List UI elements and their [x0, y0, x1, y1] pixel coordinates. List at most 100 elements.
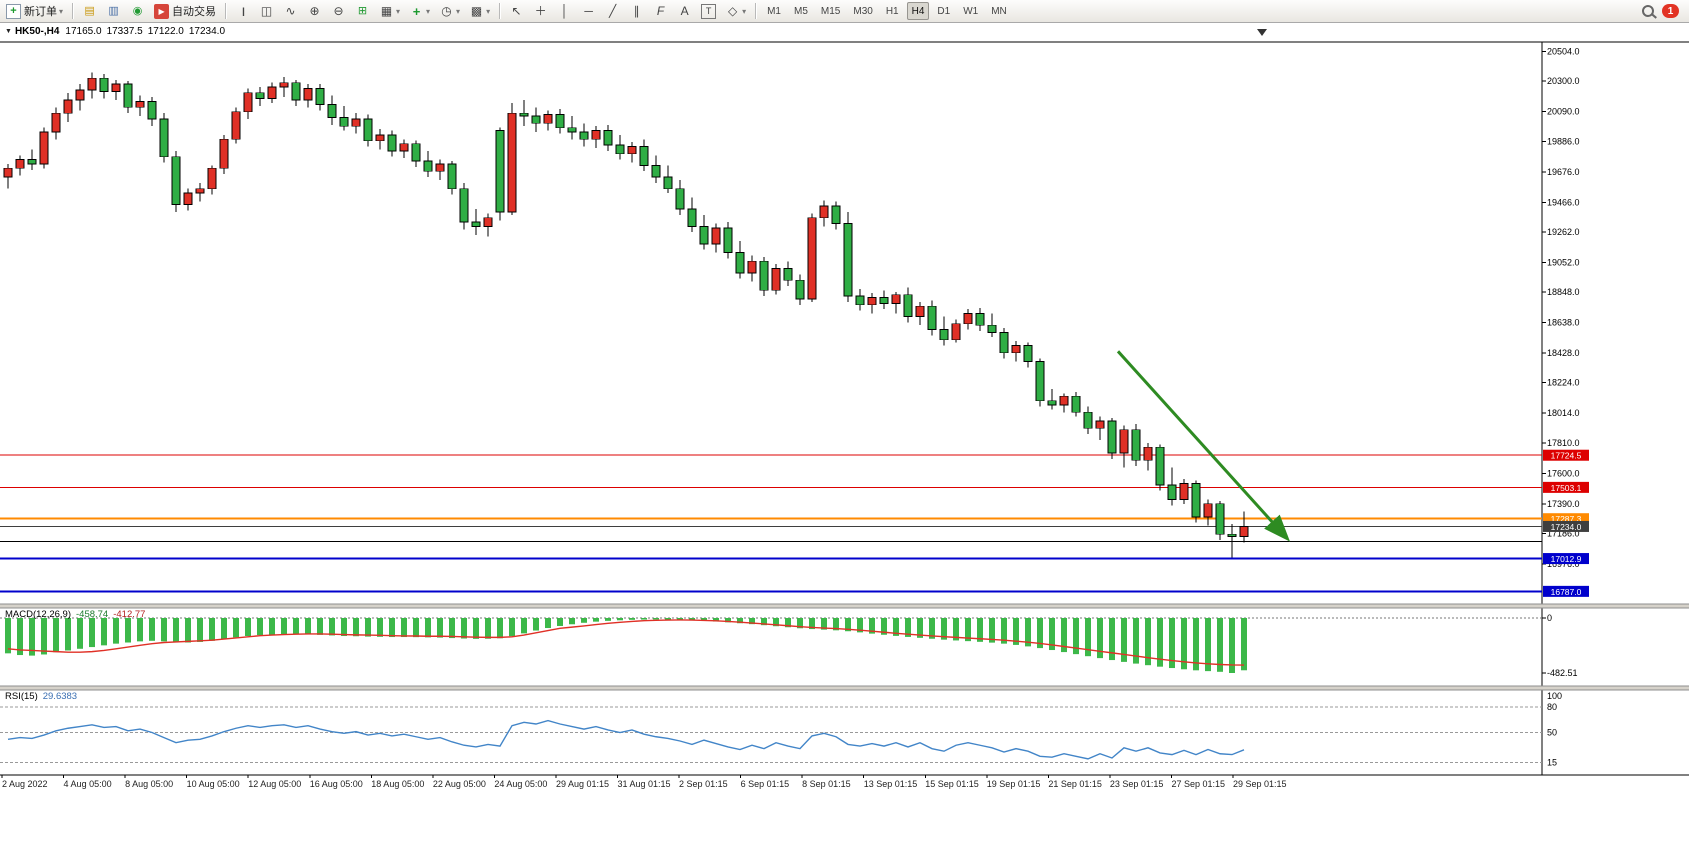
- macd-histogram-bar: [737, 618, 743, 624]
- time-axis-label: 18 Aug 05:00: [371, 779, 424, 789]
- time-axis-label: 19 Sep 01:15: [987, 779, 1041, 789]
- price-badge: [1543, 449, 1589, 461]
- macd-histogram-bar: [869, 618, 875, 634]
- market-watch-button[interactable]: ▤: [78, 1, 101, 21]
- tile-windows-button[interactable]: ⊞: [351, 1, 374, 21]
- price-badge-label: 16787.0: [1551, 587, 1582, 597]
- candle-body: [495, 130, 505, 213]
- bar-chart-button[interactable]: |||: [231, 1, 254, 21]
- candle-body: [27, 159, 37, 165]
- candle-body: [675, 188, 685, 210]
- indicator-list-button[interactable]: ◉: [126, 1, 149, 21]
- trend-arrow[interactable]: [1116, 350, 1291, 542]
- macd-histogram-bar: [329, 618, 335, 636]
- new-order-button[interactable]: + 新订单 ▾: [2, 1, 67, 21]
- cascade-windows-button[interactable]: ▦ ▾: [375, 1, 404, 21]
- macd-histogram-bar: [1181, 618, 1187, 670]
- timeframe-h4[interactable]: H4: [906, 2, 930, 20]
- channel-button[interactable]: ∥: [625, 1, 648, 21]
- price-badge: [1543, 513, 1589, 525]
- macd-histogram-bar: [1085, 618, 1091, 657]
- candle-body: [363, 118, 373, 142]
- macd-histogram-bar: [269, 618, 275, 635]
- new-order-label: 新订单: [24, 6, 57, 18]
- shapes-button[interactable]: ◇ ▾: [721, 1, 750, 21]
- notification-badge[interactable]: 1: [1662, 4, 1679, 18]
- candle-body: [615, 144, 625, 155]
- candle-body: [99, 77, 109, 92]
- candle-body: [1179, 483, 1189, 500]
- zoom-in-icon: ⊕: [309, 3, 320, 18]
- auto-trading-button[interactable]: ▶ 自动交易: [150, 1, 220, 21]
- zoom-out-button[interactable]: ⊖: [327, 1, 350, 21]
- time-axis-label: 29 Sep 01:15: [1233, 779, 1287, 789]
- text-label-icon: T: [701, 3, 717, 19]
- timeframe-m30[interactable]: M30: [848, 2, 877, 20]
- label-button[interactable]: T: [697, 1, 720, 21]
- periods-button[interactable]: ◷ ▾: [435, 1, 464, 21]
- templates-button[interactable]: ▩ ▾: [465, 1, 494, 21]
- timeframe-mn[interactable]: MN: [986, 2, 1012, 20]
- candle-body: [267, 86, 277, 100]
- candle-body: [1035, 361, 1045, 402]
- candle-body: [867, 297, 877, 306]
- text-button[interactable]: A: [673, 1, 696, 21]
- panel-splitter[interactable]: [0, 604, 1689, 608]
- timeframe-m15[interactable]: M15: [816, 2, 845, 20]
- horizontal-line-button[interactable]: ─: [577, 1, 600, 21]
- macd-histogram-bar: [53, 618, 59, 653]
- timeframe-m5[interactable]: M5: [789, 2, 813, 20]
- macd-histogram-bar: [305, 618, 311, 635]
- chart-shift-marker[interactable]: [1257, 29, 1267, 36]
- candle-body: [747, 260, 757, 274]
- time-axis-label: 12 Aug 05:00: [248, 779, 301, 789]
- macd-histogram-bar: [1193, 618, 1199, 671]
- macd-histogram-bar: [1109, 618, 1115, 661]
- candle-body: [1155, 446, 1165, 486]
- price-badge: [1543, 481, 1589, 493]
- candle-body: [939, 329, 949, 341]
- macd-histogram-bar: [965, 618, 971, 642]
- timeframe-d1[interactable]: D1: [932, 2, 955, 20]
- macd-histogram-bar: [413, 618, 419, 638]
- macd-histogram-bar: [749, 618, 755, 625]
- search-icon[interactable]: [1642, 5, 1654, 17]
- timeframe-h1[interactable]: H1: [881, 2, 904, 20]
- time-axis-label: 4 Aug 05:00: [64, 779, 112, 789]
- macd-histogram-bar: [989, 618, 995, 643]
- data-window-icon: ▥: [108, 4, 119, 17]
- macd-histogram-bar: [689, 618, 695, 621]
- trendline-button[interactable]: ╱: [601, 1, 624, 21]
- macd-histogram-bar: [917, 618, 923, 638]
- data-window-button[interactable]: ▥: [102, 1, 125, 21]
- macd-histogram-bar: [293, 618, 299, 635]
- crosshair-button[interactable]: ＋: [529, 1, 552, 21]
- candle-body: [903, 294, 913, 317]
- candle-body: [519, 112, 529, 117]
- candle-body: [1023, 345, 1033, 362]
- new-chart-button[interactable]: + ▾: [405, 1, 434, 21]
- timeframe-w1[interactable]: W1: [958, 2, 983, 20]
- macd-histogram-bar: [473, 618, 479, 639]
- candle-body: [543, 114, 553, 124]
- macd-histogram-bar: [41, 618, 47, 655]
- zoom-in-button[interactable]: ⊕: [303, 1, 326, 21]
- candlestick-chart-button[interactable]: ◫: [255, 1, 278, 21]
- macd-histogram-bar: [1097, 618, 1103, 659]
- candle-body: [411, 143, 421, 162]
- fibonacci-button[interactable]: F: [649, 1, 672, 21]
- timeframe-m1[interactable]: M1: [762, 2, 786, 20]
- time-axis-label: 2 Sep 01:15: [679, 779, 728, 789]
- panel-splitter[interactable]: [0, 686, 1689, 690]
- macd-histogram-bar: [1001, 618, 1007, 644]
- macd-histogram-bar: [893, 618, 899, 636]
- chart-menu-icon[interactable]: ▼: [5, 28, 12, 35]
- macd-histogram-bar: [1037, 618, 1043, 649]
- cursor-button[interactable]: ↖: [505, 1, 528, 21]
- macd-histogram-bar: [149, 618, 155, 641]
- candle-body: [207, 167, 217, 190]
- line-chart-button[interactable]: ∿: [279, 1, 302, 21]
- macd-histogram-bar: [557, 618, 563, 626]
- vertical-line-button[interactable]: │: [553, 1, 576, 21]
